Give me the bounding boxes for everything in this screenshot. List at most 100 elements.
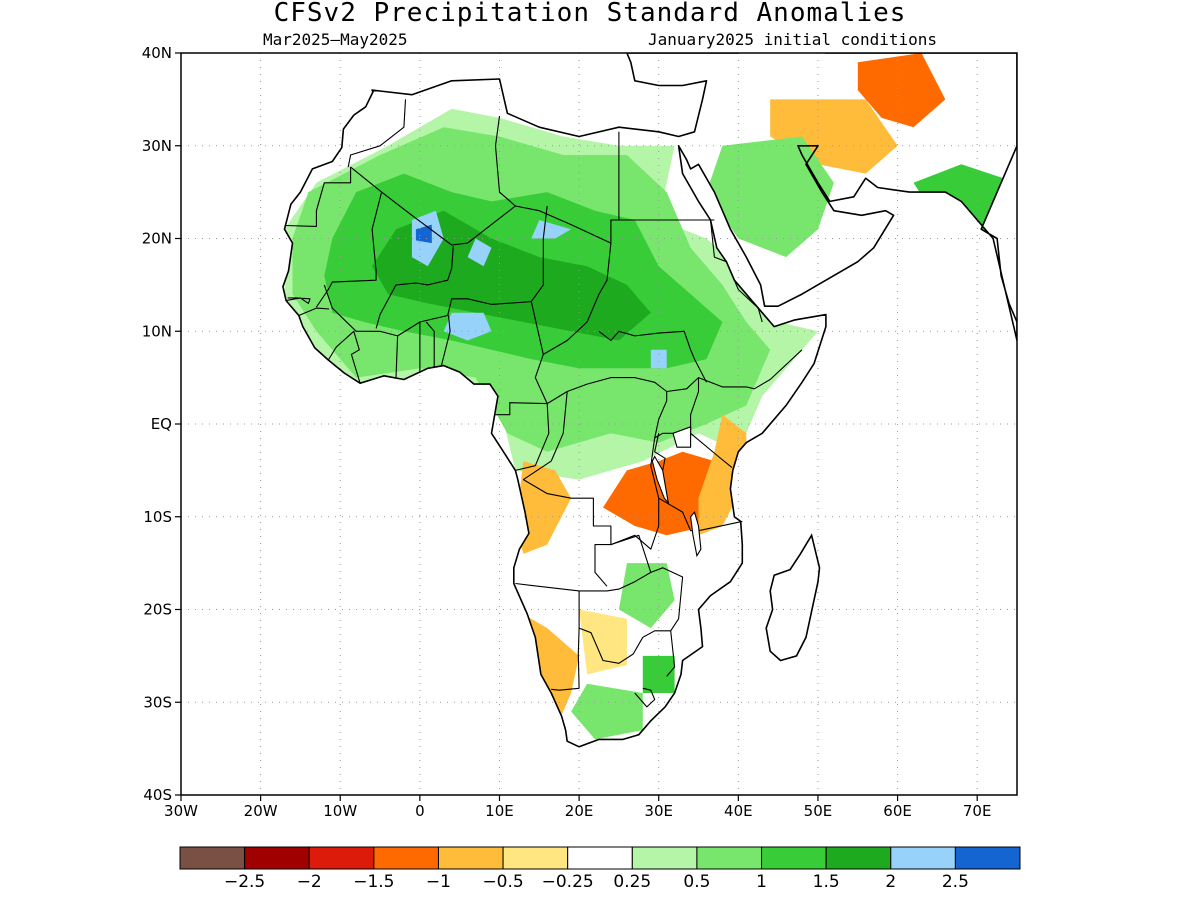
- colorbar-label: 2: [885, 872, 896, 892]
- colorbar-swatch: [373, 846, 439, 870]
- anomaly-region-19: [857, 53, 946, 128]
- country-border-16: [654, 433, 666, 471]
- colorbar-swatch: [631, 846, 698, 870]
- colorbar-swatch: [437, 846, 504, 870]
- anomaly-region-12: [515, 461, 572, 554]
- country-border-6: [375, 245, 454, 329]
- colorbar-label: −0.5: [482, 872, 523, 892]
- lat-label: 30N: [142, 137, 172, 155]
- anomaly-region-3: [372, 210, 651, 341]
- colorbar-swatch: [954, 846, 1021, 870]
- lon-label: 60E: [883, 802, 912, 820]
- country-border-1: [350, 131, 620, 246]
- country-border-23: [327, 330, 361, 384]
- country-border-27: [440, 315, 451, 366]
- colorbar-swatch: [308, 846, 375, 870]
- colorbar-label: −2: [297, 872, 322, 892]
- lon-label: 30E: [644, 802, 673, 820]
- colorbar-swatch: [244, 846, 310, 870]
- colorbar-swatch: [696, 846, 763, 870]
- country-border-20: [551, 590, 580, 691]
- map-title: CFSv2 Precipitation Standard Anomalies: [274, 0, 907, 28]
- latitude-labels: 40N 30N 20N 10N EQ 10S 20S 30S 40S: [142, 44, 181, 804]
- country-border-8: [530, 301, 803, 405]
- anomaly-region-7: [531, 220, 572, 239]
- colorbar-label: 2.5: [942, 872, 969, 892]
- colorbar-swatch: [825, 846, 892, 870]
- map-subtitle-initial-conditions: January2025 initial conditions: [648, 30, 937, 49]
- country-border-21: [578, 627, 671, 664]
- country-border-17: [690, 377, 700, 434]
- colorbar-label: −2.5: [224, 872, 265, 892]
- colorbar-label: −1.5: [353, 872, 394, 892]
- colorbar-label: −1: [426, 872, 451, 892]
- lat-label: EQ: [151, 415, 172, 433]
- colorbar-labels: −2.5 −2 −1.5 −1 −0.5 −0.25 0.25 0.5 1 1.5 2 2.5: [224, 872, 969, 892]
- country-border-0: [347, 99, 407, 168]
- lake-1: [690, 510, 702, 558]
- lat-label: 10N: [142, 322, 172, 340]
- anomaly-region-6: [443, 312, 492, 341]
- country-border-22: [594, 534, 652, 587]
- country-border-10: [543, 243, 612, 355]
- colorbar-label: 0.5: [683, 872, 710, 892]
- lat-label: 40S: [143, 786, 172, 804]
- colorbar-swatch: [502, 846, 569, 870]
- country-border-18: [658, 497, 743, 532]
- lon-label: 10E: [485, 802, 514, 820]
- colorbar-label: 0.25: [613, 872, 651, 892]
- lat-label: 40N: [142, 44, 172, 62]
- lon-label: 0: [415, 802, 425, 820]
- lon-label: 30W: [164, 802, 198, 820]
- lat-label: 20N: [142, 230, 172, 248]
- lon-label: 50E: [804, 802, 833, 820]
- longitude-labels: 30W 20W 10W 0 10E 20E 30E 40E 50E 60E 70E: [164, 795, 991, 820]
- country-border-9: [530, 205, 548, 302]
- colorbar-swatch: [761, 846, 827, 870]
- lon-label: 10W: [323, 802, 357, 820]
- anomaly-fill-layer: [284, 53, 1017, 740]
- map-subtitle-period: Mar2025—May2025: [263, 30, 408, 49]
- country-border-7: [315, 191, 383, 308]
- lat-label: 20S: [143, 601, 172, 619]
- country-border-24: [395, 335, 399, 378]
- africa-coastline: [282, 53, 1017, 748]
- anomaly-region-15: [618, 563, 675, 629]
- coastlines-and-borders: [282, 53, 1017, 748]
- colorbar-label: 1.5: [813, 872, 840, 892]
- country-border-12: [709, 219, 763, 323]
- colorbar-swatch: [890, 846, 956, 870]
- colorbar-label: 1: [756, 872, 767, 892]
- anomaly-region-14: [579, 609, 627, 675]
- anomaly-region-5: [467, 238, 492, 267]
- country-border-2: [494, 116, 516, 207]
- lon-label: 20E: [565, 802, 594, 820]
- colorbar-label: −0.25: [542, 872, 594, 892]
- lat-label: 10S: [143, 508, 172, 526]
- anomaly-region-11: [698, 414, 747, 536]
- madagascar-coastline: [765, 533, 821, 662]
- colorbar-swatch: [179, 846, 246, 870]
- colorbar: [179, 846, 1021, 870]
- country-border-29: [285, 297, 311, 304]
- country-border-26: [425, 321, 435, 367]
- anomaly-region-17: [571, 683, 643, 740]
- country-border-11: [598, 330, 707, 383]
- colorbar-swatch: [567, 846, 633, 870]
- lon-label: 40E: [724, 802, 753, 820]
- lake-0: [651, 455, 670, 505]
- lat-label: 30S: [143, 693, 172, 711]
- country-border-4: [284, 167, 352, 227]
- lake-2: [672, 426, 692, 448]
- country-border-30: [634, 687, 656, 708]
- graticule: [181, 53, 1017, 795]
- anomaly-region-18: [770, 99, 898, 174]
- country-border-13: [494, 402, 550, 471]
- anomaly-region-21: [706, 136, 834, 258]
- anomaly-region-8: [650, 349, 667, 369]
- lon-label: 70E: [963, 802, 992, 820]
- country-border-28: [298, 307, 330, 317]
- anomaly-region-16: [642, 655, 675, 693]
- country-border-5: [323, 284, 532, 337]
